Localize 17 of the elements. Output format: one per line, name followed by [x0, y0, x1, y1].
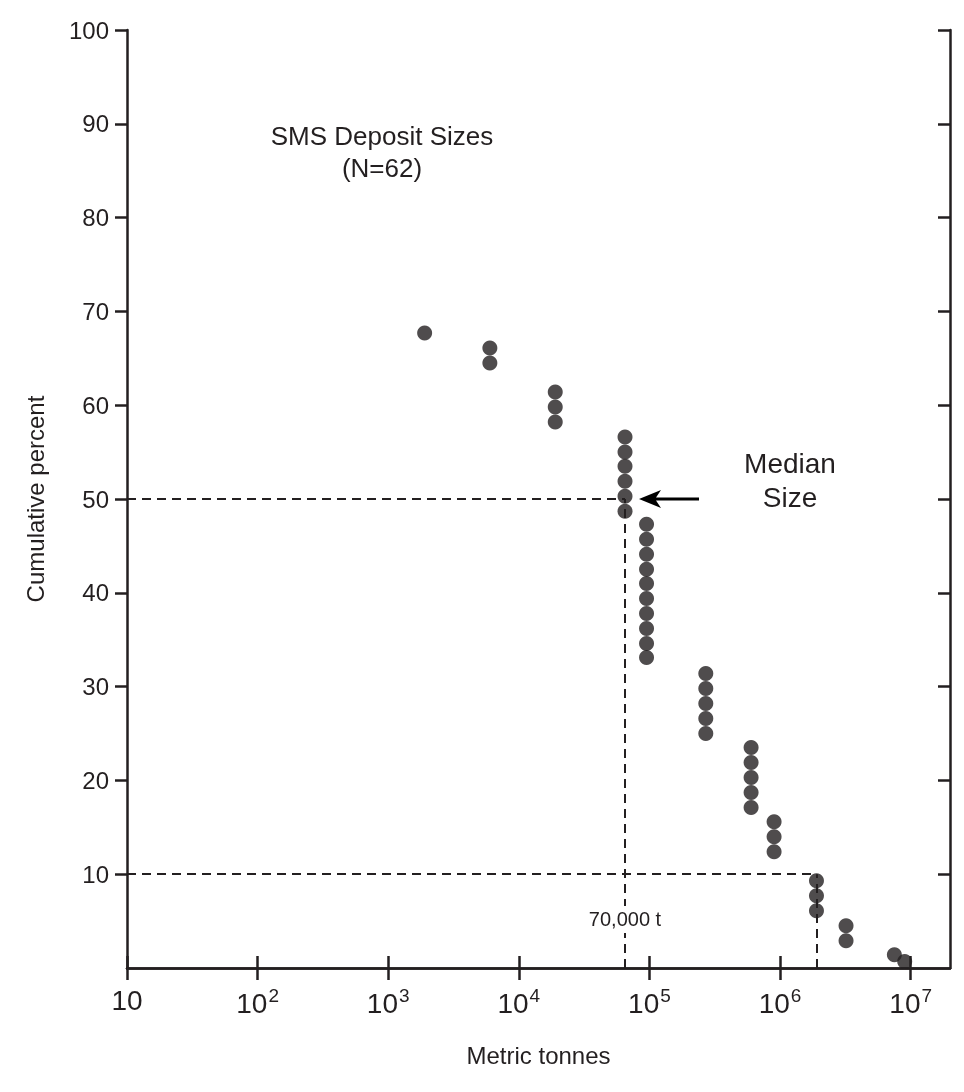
y-tick-label: 70	[82, 297, 109, 325]
x-tick-label: 10	[111, 984, 143, 1016]
y-axis-title: Cumulative percent	[21, 395, 49, 603]
text: SMS Deposit Sizes	[270, 121, 494, 151]
y-tick-label: 10	[82, 860, 109, 888]
y-tick-label: 80	[82, 204, 109, 232]
ref-line-label: 70,000 t	[570, 906, 681, 933]
y-tick-label: 20	[82, 766, 109, 794]
annotation: Median Size	[743, 447, 837, 515]
y-tick-label: 60	[82, 391, 109, 419]
y-tick-label: 100	[68, 16, 109, 44]
y-tick-label: 90	[82, 110, 109, 138]
text: (N=62)	[341, 153, 423, 183]
x-axis-title: Metric tonnes	[466, 1041, 611, 1069]
y-tick-label: 50	[82, 485, 109, 513]
y-tick-label: 40	[82, 579, 109, 607]
y-tick-label: 30	[82, 673, 109, 701]
